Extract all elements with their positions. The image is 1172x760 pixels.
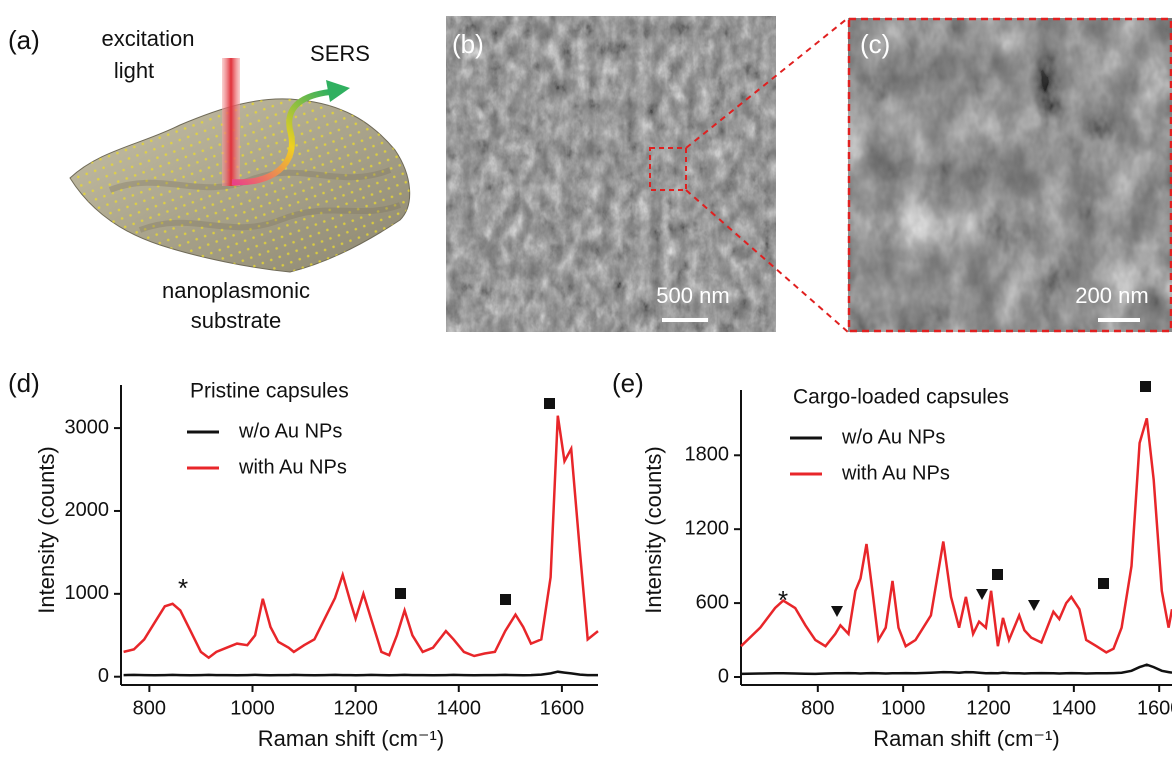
- panel-label: (e): [612, 368, 644, 398]
- panel-label: (c): [860, 29, 890, 59]
- x-tick-label: 800: [133, 697, 166, 719]
- peak-square: [500, 594, 511, 605]
- peak-square: [1140, 381, 1151, 392]
- y-tick-label: 2000: [65, 499, 110, 521]
- peak-triangle: [976, 589, 988, 600]
- peak-square: [395, 588, 406, 599]
- peak-square: [1098, 578, 1109, 589]
- spectrum: [123, 670, 598, 677]
- peak-mark: *: [178, 573, 188, 603]
- x-tick-label: 1600: [1137, 697, 1172, 719]
- peak-triangle: [1028, 600, 1040, 611]
- y-axis-label: Intensity (counts): [641, 446, 666, 614]
- y-tick-label: 1000: [65, 582, 110, 604]
- zoom-line: [685, 189, 849, 333]
- y-tick-label: 1200: [685, 517, 730, 539]
- y-tick-label: 1800: [685, 444, 730, 466]
- panel-label: (d): [8, 368, 40, 398]
- spectrum: [123, 415, 599, 660]
- x-tick-label: 1000: [881, 697, 926, 719]
- annotation: light: [114, 58, 154, 83]
- panel-label: (a): [8, 25, 40, 55]
- sem-texture: [848, 18, 1172, 332]
- legend-title: Pristine capsules: [190, 380, 349, 403]
- legend-label: w/o Au NPs: [841, 426, 945, 448]
- annotation: SERS: [310, 41, 370, 66]
- zoom-line: [685, 17, 849, 149]
- annotation: excitation: [102, 26, 195, 51]
- legend-label: with Au NPs: [238, 456, 347, 478]
- legend-label: with Au NPs: [841, 462, 950, 484]
- sem-texture: [446, 16, 776, 332]
- x-tick-label: 1400: [1052, 697, 1097, 719]
- legend-title: Cargo-loaded capsules: [793, 386, 1009, 409]
- x-axis-label: Raman shift (cm⁻¹): [258, 726, 444, 751]
- y-tick-label: 0: [98, 665, 109, 687]
- zoom-box: [649, 147, 687, 191]
- legend-label: w/o Au NPs: [238, 420, 342, 442]
- x-tick-label: 1400: [437, 697, 482, 719]
- peak-triangle: [831, 606, 843, 617]
- y-tick-label: 600: [696, 591, 729, 613]
- zoom-frame: [847, 17, 1172, 333]
- y-axis-label: Intensity (counts): [34, 446, 59, 614]
- peak-square: [544, 398, 555, 409]
- annotation: nanoplasmonic: [162, 278, 310, 303]
- x-tick-label: 1600: [540, 697, 585, 719]
- x-axis-label: Raman shift (cm⁻¹): [873, 726, 1059, 751]
- scale-label: 500 nm: [656, 283, 729, 308]
- spectrum: [740, 663, 1172, 676]
- substrate-illustration: [69, 58, 411, 273]
- peak-square: [992, 569, 1003, 580]
- panel-label: (b): [452, 29, 484, 59]
- x-tick-label: 800: [801, 697, 834, 719]
- annotation: substrate: [191, 308, 282, 333]
- x-tick-label: 1000: [230, 697, 275, 719]
- x-tick-label: 1200: [966, 697, 1011, 719]
- y-tick-label: 0: [718, 665, 729, 687]
- y-tick-label: 3000: [65, 416, 110, 438]
- x-tick-label: 1200: [333, 697, 378, 719]
- scale-label: 200 nm: [1075, 283, 1148, 308]
- spectrum: [740, 417, 1172, 654]
